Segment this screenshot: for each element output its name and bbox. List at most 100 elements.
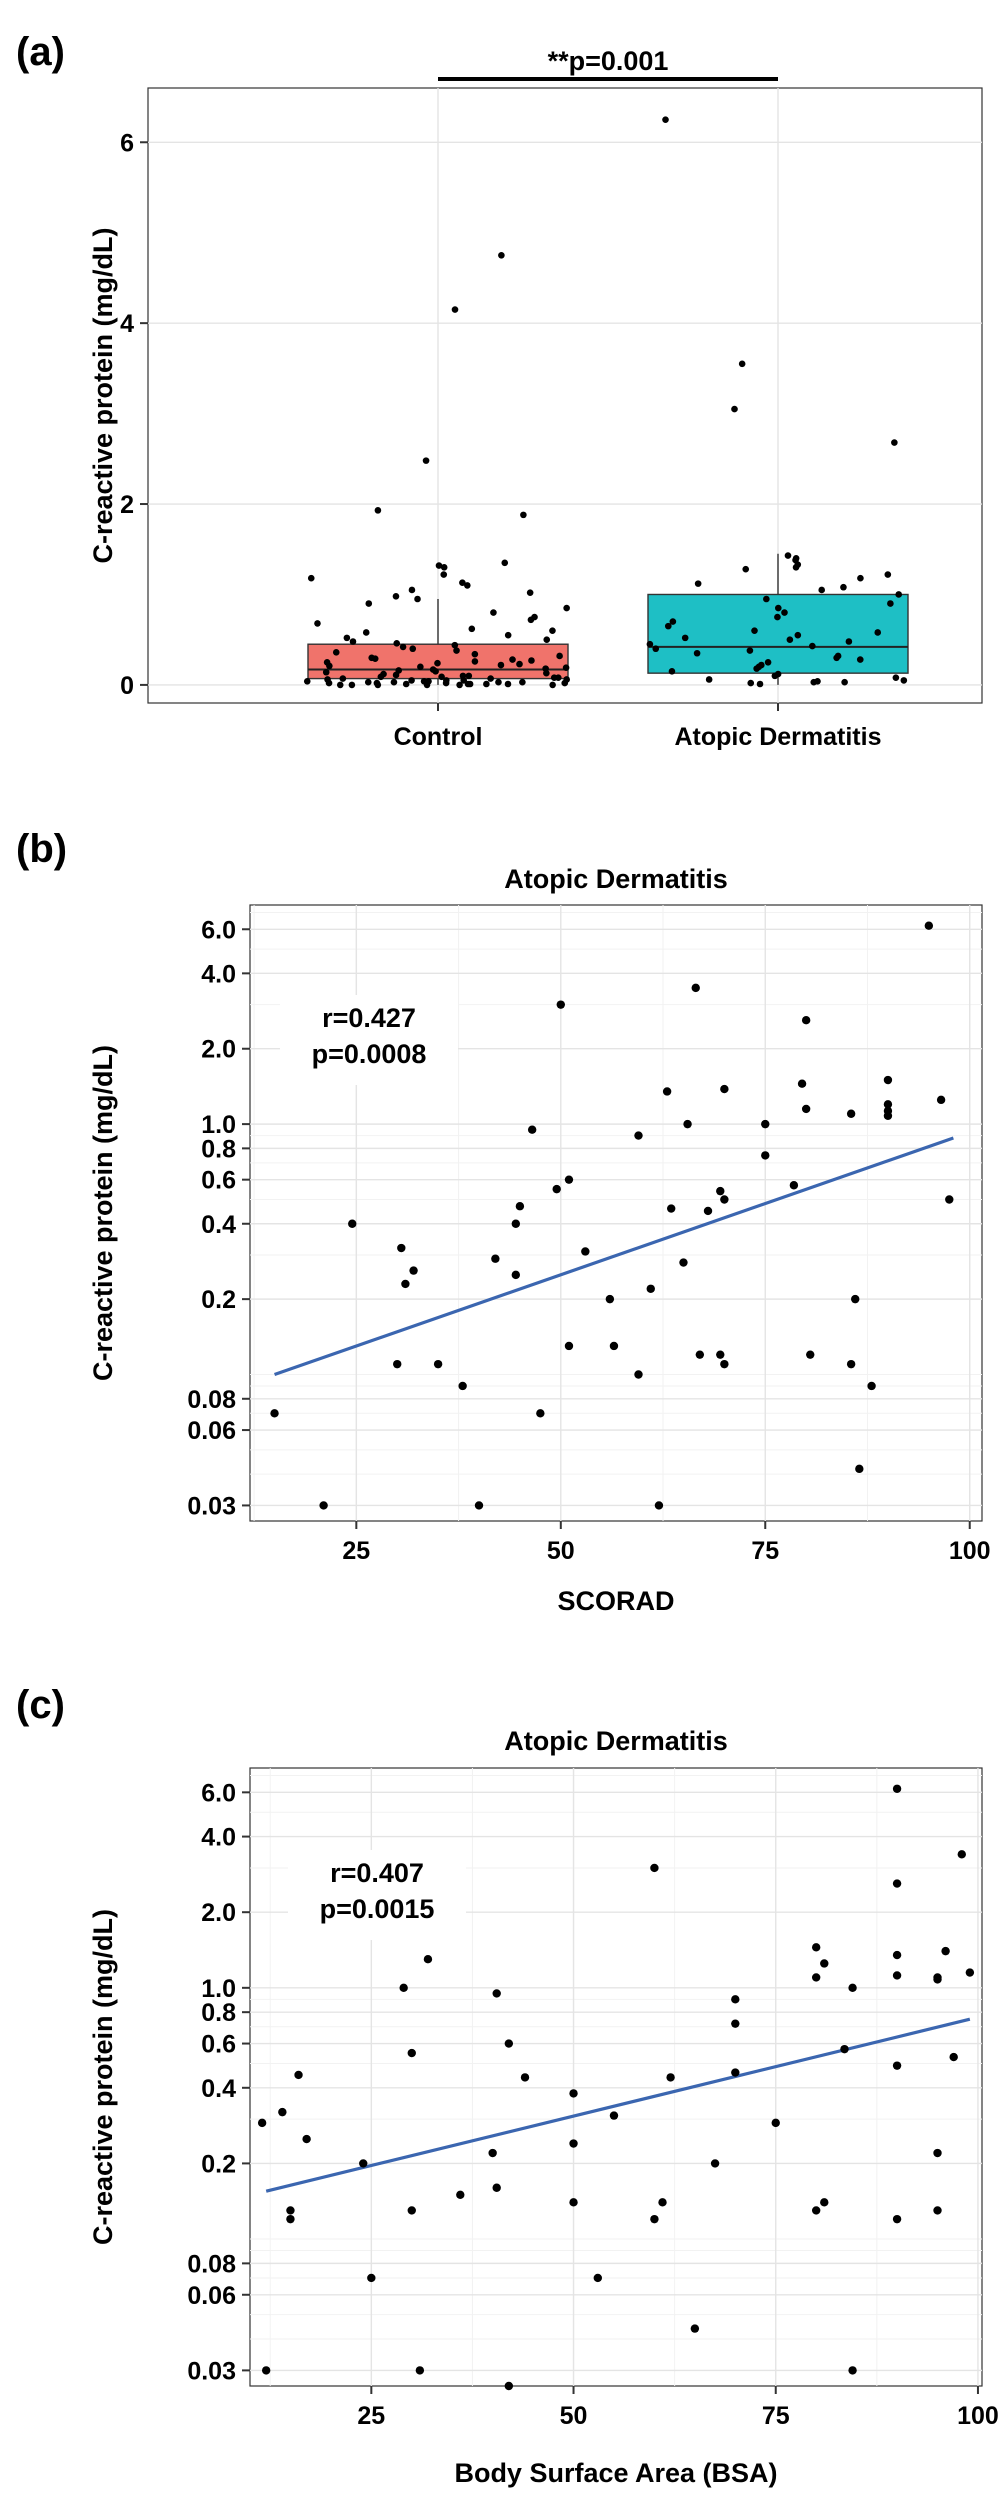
chart-panel-a: 0 2 4 6 Control Atopic Dermatitis C-reactive p… [88, 46, 983, 751]
data-point [303, 677, 311, 685]
y-tick-label: 0.08 [187, 1386, 236, 1414]
data-point [488, 2148, 497, 2158]
data-point [367, 2273, 376, 2283]
data-point [438, 673, 445, 681]
data-point [609, 2111, 619, 2120]
data-point [892, 1950, 902, 1960]
y-tick-label: 6.0 [201, 916, 236, 944]
data-point [679, 1258, 688, 1267]
panel-letter-c: (c) [16, 1683, 65, 1727]
data-point [491, 1254, 500, 1263]
data-point [851, 1294, 860, 1304]
x-tick-label: 50 [547, 1537, 575, 1565]
data-point [504, 631, 512, 639]
data-point [949, 2052, 958, 2062]
data-point [435, 562, 443, 569]
data-point [669, 618, 677, 625]
data-point [492, 2183, 501, 2192]
data-point [440, 571, 448, 578]
x-tick-label: 25 [342, 1537, 370, 1565]
data-point [654, 1501, 664, 1510]
data-point [261, 2366, 271, 2375]
data-point [520, 2073, 530, 2082]
data-point [348, 681, 356, 689]
data-point [761, 1151, 770, 1160]
data-point [543, 669, 550, 677]
y-axis-title: C-reactive protein (mg/dL) [88, 1045, 118, 1381]
data-point [857, 574, 864, 582]
data-point [432, 668, 439, 675]
data-point [716, 1350, 725, 1359]
data-point [781, 609, 788, 616]
data-point [407, 2206, 416, 2215]
data-point [892, 2214, 902, 2224]
data-point [440, 564, 448, 571]
data-point [474, 1501, 484, 1510]
data-point [668, 668, 676, 675]
data-point [818, 586, 826, 594]
correlation-r: r=0.407 [330, 1858, 424, 1888]
data-point [892, 2061, 902, 2070]
data-point [867, 1381, 876, 1391]
y-tick-label: 0.06 [187, 1417, 236, 1445]
data-point [666, 2073, 675, 2082]
data-point [516, 660, 523, 668]
data-point [936, 1095, 946, 1105]
data-point [811, 1943, 821, 1952]
data-point [409, 645, 417, 653]
x-tick-label: 75 [762, 2402, 790, 2430]
data-point [515, 1202, 525, 1211]
data-point [809, 642, 816, 650]
data-point [543, 636, 551, 643]
data-point [519, 678, 526, 686]
data-point [552, 1184, 561, 1194]
y-tick-label: 0.6 [201, 2031, 236, 2059]
data-point [401, 1279, 410, 1289]
y-tick-label: 0.8 [201, 1135, 236, 1163]
data-point [731, 2068, 740, 2077]
data-point [561, 679, 569, 687]
data-point [422, 457, 430, 464]
data-point [900, 677, 908, 684]
data-point [716, 1186, 725, 1196]
data-point [417, 663, 424, 671]
data-point [695, 1350, 705, 1359]
data-point [471, 650, 479, 658]
data-point [820, 2198, 829, 2207]
data-point [774, 604, 782, 612]
data-point [683, 1119, 692, 1129]
data-point [771, 672, 779, 680]
data-point [892, 1971, 902, 1980]
data-point [840, 2044, 849, 2054]
data-point [392, 592, 400, 600]
y-tick-label: 1.0 [201, 1111, 236, 1139]
data-point [703, 1206, 713, 1216]
y-tick-label: 0.06 [187, 2282, 236, 2310]
data-point [761, 1119, 770, 1129]
data-point [705, 676, 713, 683]
data-point [504, 2039, 514, 2048]
y-tick-label: 6 [120, 129, 134, 157]
data-point [746, 647, 754, 654]
data-point [325, 679, 333, 687]
data-point [784, 552, 792, 559]
data-point [786, 636, 794, 643]
data-point [458, 1381, 467, 1391]
data-point [270, 1409, 279, 1418]
data-point [731, 2019, 740, 2028]
x-tick-label: 100 [949, 1537, 991, 1565]
x-tick-label: Control [394, 723, 483, 751]
data-point [892, 1879, 902, 1888]
data-point [464, 582, 471, 589]
y-tick-label: 4.0 [201, 960, 236, 988]
data-point [742, 565, 750, 573]
data-point [646, 1284, 655, 1293]
x-tick-label: 75 [751, 1537, 779, 1565]
data-point [536, 1409, 545, 1418]
data-point [393, 640, 401, 647]
data-point [957, 1850, 966, 1859]
data-point [460, 677, 468, 684]
data-point [569, 2139, 578, 2148]
data-point [810, 678, 818, 686]
y-tick-label: 0.2 [201, 1286, 236, 1314]
